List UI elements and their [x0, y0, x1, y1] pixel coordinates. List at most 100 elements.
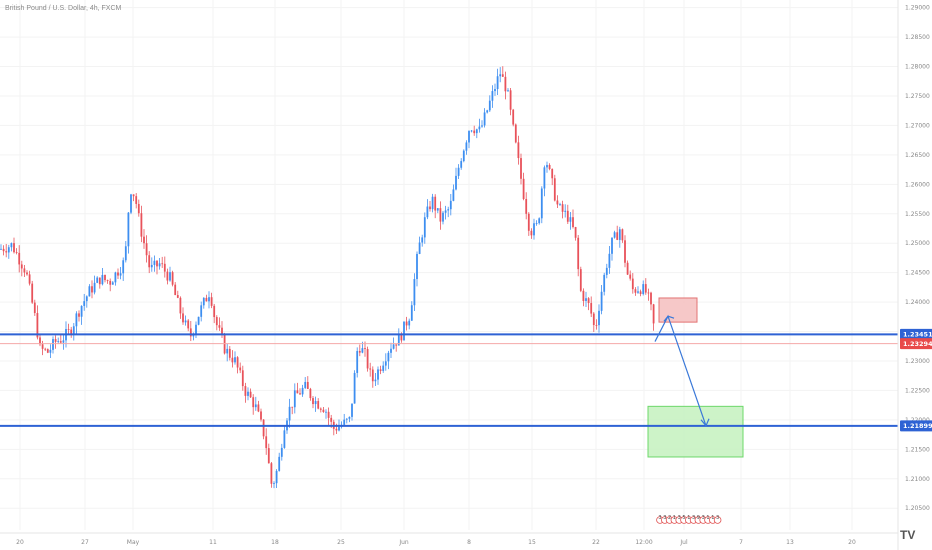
- candle-body: [418, 242, 421, 254]
- candle-body: [566, 210, 569, 222]
- candle-body: [166, 271, 169, 281]
- time-tick-label: 25: [337, 539, 345, 546]
- candle-body: [416, 253, 418, 280]
- price-tick-label: 1.21500: [905, 446, 930, 453]
- level-badge: [900, 328, 932, 340]
- candle-body: [241, 370, 244, 387]
- candle-body: [148, 255, 151, 268]
- candle-body: [364, 348, 366, 350]
- candle-body: [483, 112, 486, 126]
- candle-body: [143, 236, 145, 244]
- candle-body: [345, 418, 348, 420]
- candle-body: [382, 365, 385, 371]
- event-icon-label: 3: [663, 515, 666, 521]
- candle-body: [572, 217, 574, 228]
- event-icon-label: 2: [668, 515, 671, 521]
- forecast-arrowhead-down: [700, 418, 710, 427]
- candle-body: [5, 251, 8, 253]
- candle-body: [70, 329, 73, 335]
- candle-body: [585, 298, 587, 301]
- candle-body: [195, 324, 197, 334]
- time-tick-label: 11: [209, 539, 217, 546]
- candle-body: [80, 305, 83, 317]
- candle-body: [210, 297, 213, 306]
- candle-body: [10, 243, 13, 248]
- event-icon-label: 3: [702, 515, 705, 521]
- candle-body: [530, 230, 533, 236]
- grid: [0, 0, 898, 530]
- candle-body: [174, 284, 177, 296]
- candle-body: [226, 348, 229, 354]
- candle-body: [145, 243, 148, 256]
- candle-body: [322, 409, 325, 412]
- candle-body: [7, 247, 10, 253]
- level-badge: [900, 420, 932, 432]
- candle-body: [104, 274, 106, 281]
- candle-body: [431, 196, 434, 210]
- level-badge-label: 1.23451: [903, 331, 932, 339]
- candle-body: [556, 200, 559, 205]
- sell-zone: [658, 297, 698, 323]
- candle-body: [0, 248, 2, 250]
- candle-body: [33, 302, 36, 314]
- candle-body: [301, 387, 304, 395]
- candle-body: [179, 297, 182, 314]
- candle-body: [387, 352, 390, 362]
- candle-body: [397, 333, 400, 346]
- candle-body: [130, 194, 132, 213]
- zones: [647, 297, 744, 458]
- price-axis[interactable]: 1.29000 1.28500 1.28000 1.27500 1.27000 1.265…: [897, 0, 930, 550]
- time-tick-label: 22: [592, 539, 600, 546]
- time-tick-label: 18: [271, 539, 279, 546]
- candle-body: [197, 316, 200, 325]
- candle-body: [291, 406, 294, 408]
- price-tick-label: 1.27000: [905, 122, 930, 129]
- price-tick-label: 1.26000: [905, 181, 930, 188]
- last-price-badge: [900, 338, 932, 350]
- candle-body: [184, 320, 187, 323]
- candle-body: [618, 229, 621, 240]
- candle-body: [449, 200, 452, 210]
- time-tick-label: 15: [528, 539, 536, 546]
- candle-body: [520, 158, 522, 179]
- price-tick-label: 1.28500: [905, 34, 930, 41]
- candles: [0, 66, 655, 489]
- time-tick-label: 12:00: [635, 539, 652, 546]
- candle-body: [564, 210, 567, 212]
- event-icon-label: 3: [678, 515, 681, 521]
- candle-body: [579, 269, 582, 291]
- candle-body: [356, 351, 359, 373]
- candle-body: [93, 282, 96, 293]
- candle-body: [127, 212, 130, 247]
- time-axis[interactable]: 20 27 May 11 18 25 Jun 8 15 22 12:00 Jul 7 13 20: [0, 532, 898, 546]
- candle-body: [395, 344, 398, 346]
- candle-body: [52, 339, 54, 350]
- candle-body: [36, 313, 39, 338]
- price-tick-label: 1.20500: [905, 505, 930, 512]
- candle-body: [361, 348, 364, 353]
- candle-body: [236, 357, 239, 368]
- candle-body: [569, 217, 572, 222]
- candle-body: [491, 91, 494, 101]
- candle-body: [265, 436, 268, 449]
- candle-body: [470, 130, 473, 132]
- candle-body: [319, 408, 322, 410]
- candle-body: [72, 326, 75, 335]
- candle-body: [603, 274, 606, 292]
- candle-body: [267, 448, 270, 464]
- candle-body: [522, 178, 525, 199]
- candle-body: [475, 129, 478, 134]
- candle-body: [504, 76, 507, 92]
- candle-body: [413, 279, 416, 306]
- candle-body: [306, 381, 309, 389]
- event-icon[interactable]: [713, 516, 722, 524]
- candle-body: [494, 89, 496, 92]
- candle-body: [577, 237, 580, 270]
- candle-body: [553, 178, 556, 201]
- candle-body: [325, 411, 327, 413]
- time-tick-label: 7: [739, 539, 743, 546]
- candle-body: [335, 428, 338, 431]
- candle-body: [273, 483, 275, 485]
